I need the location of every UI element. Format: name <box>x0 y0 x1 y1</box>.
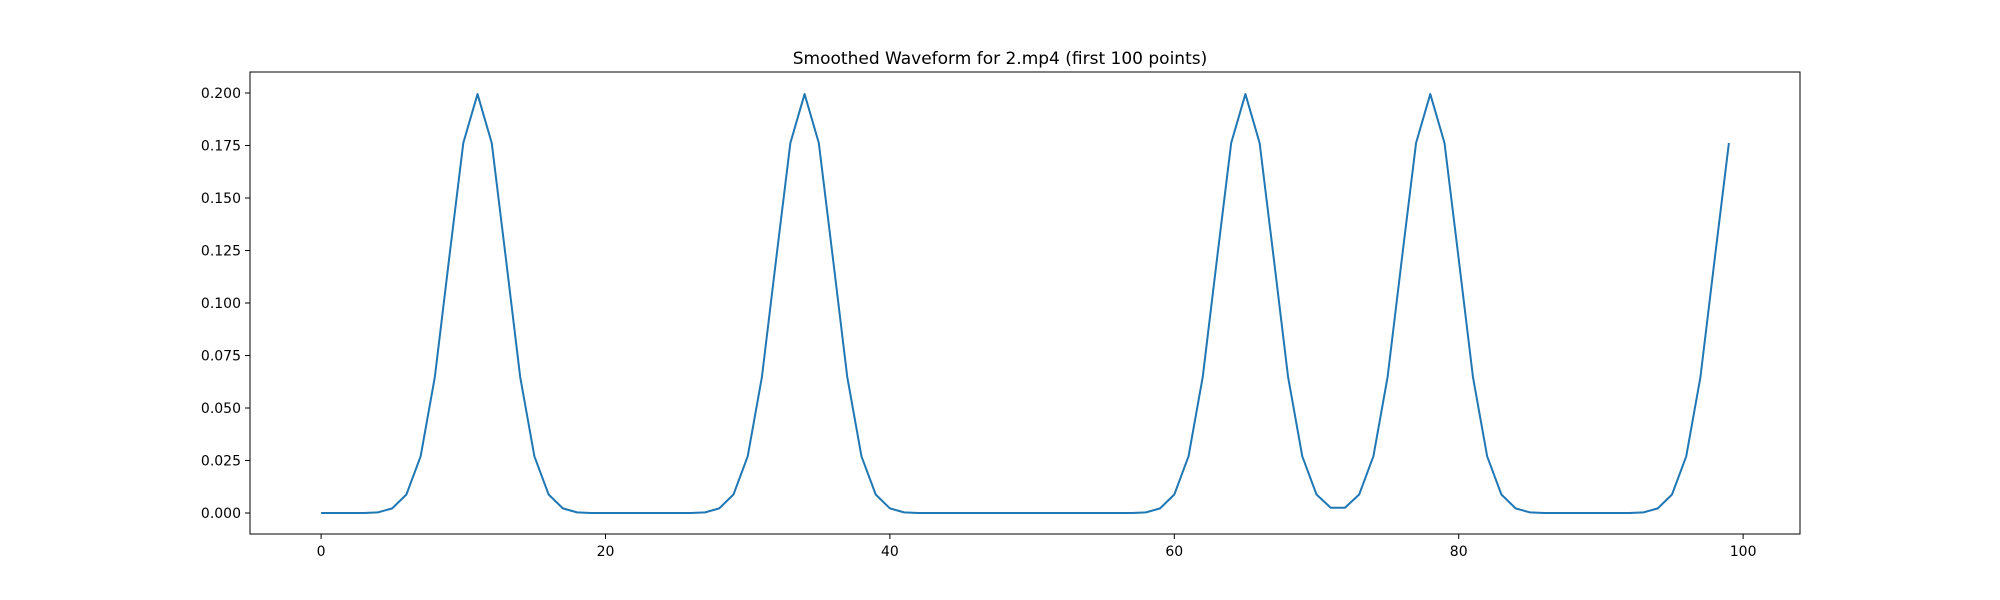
y-tick-label: 0.175 <box>201 139 241 155</box>
y-tick-label: 0.200 <box>201 86 241 102</box>
x-tick-label: 60 <box>1165 544 1183 560</box>
chart-title: Smoothed Waveform for 2.mp4 (first 100 p… <box>793 49 1207 69</box>
series-line-0 <box>321 93 1730 514</box>
y-tick-label: 0.100 <box>201 296 241 312</box>
y-tick-label: 0.125 <box>201 244 241 260</box>
x-tick-label: 80 <box>1450 544 1468 560</box>
y-tick-label: 0.000 <box>201 506 241 522</box>
x-tick-label: 20 <box>597 544 615 560</box>
series-layer <box>321 93 1730 514</box>
y-tick-label: 0.150 <box>201 191 241 207</box>
y-tick-label: 0.075 <box>201 349 241 365</box>
y-tick-label: 0.050 <box>201 401 241 417</box>
x-axis: 0 20 40 60 80 100 <box>317 534 1757 560</box>
y-tick-label: 0.025 <box>201 454 241 470</box>
y-axis: 0.000 0.025 0.050 0.075 0.100 0.125 0.150 0.175… <box>201 86 250 522</box>
x-tick-label: 100 <box>1730 544 1757 560</box>
x-tick-label: 0 <box>317 544 326 560</box>
x-tick-label: 40 <box>881 544 899 560</box>
